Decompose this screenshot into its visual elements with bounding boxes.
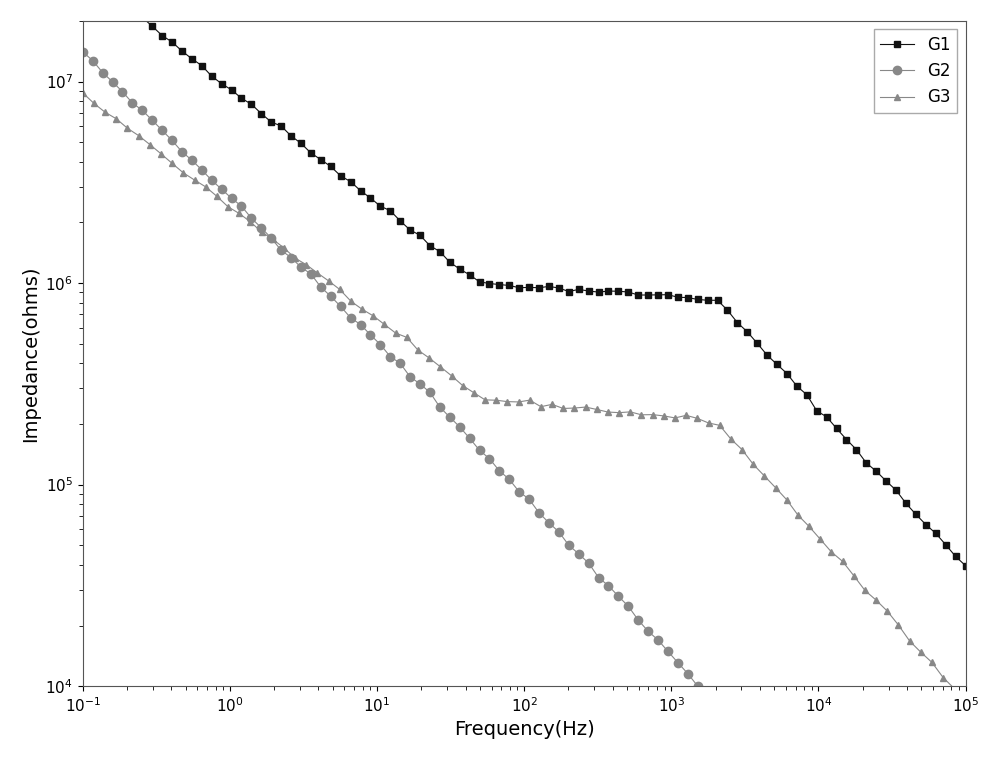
G3 <box>613 408 625 417</box>
G1 <box>920 520 932 529</box>
G3 <box>647 410 659 420</box>
G2 <box>77 47 89 56</box>
G3 <box>960 696 972 705</box>
G2 <box>196 166 208 175</box>
G1 <box>692 295 704 304</box>
G3 <box>859 586 871 595</box>
G1 <box>345 177 357 186</box>
Line: G2: G2 <box>79 48 970 760</box>
G2 <box>692 682 704 691</box>
Line: G1: G1 <box>79 0 969 569</box>
G3 <box>468 388 480 397</box>
G3 <box>77 88 89 97</box>
Y-axis label: Impedance(ohms): Impedance(ohms) <box>21 265 40 442</box>
X-axis label: Frequency(Hz): Frequency(Hz) <box>454 720 595 739</box>
G3 <box>680 411 692 420</box>
G1 <box>831 424 843 433</box>
G1 <box>960 561 972 570</box>
G1 <box>811 407 823 416</box>
Line: G3: G3 <box>79 90 969 705</box>
G1 <box>196 61 208 70</box>
G3 <box>602 407 614 416</box>
G2 <box>345 313 357 322</box>
Legend: G1, G2, G3: G1, G2, G3 <box>874 29 957 113</box>
